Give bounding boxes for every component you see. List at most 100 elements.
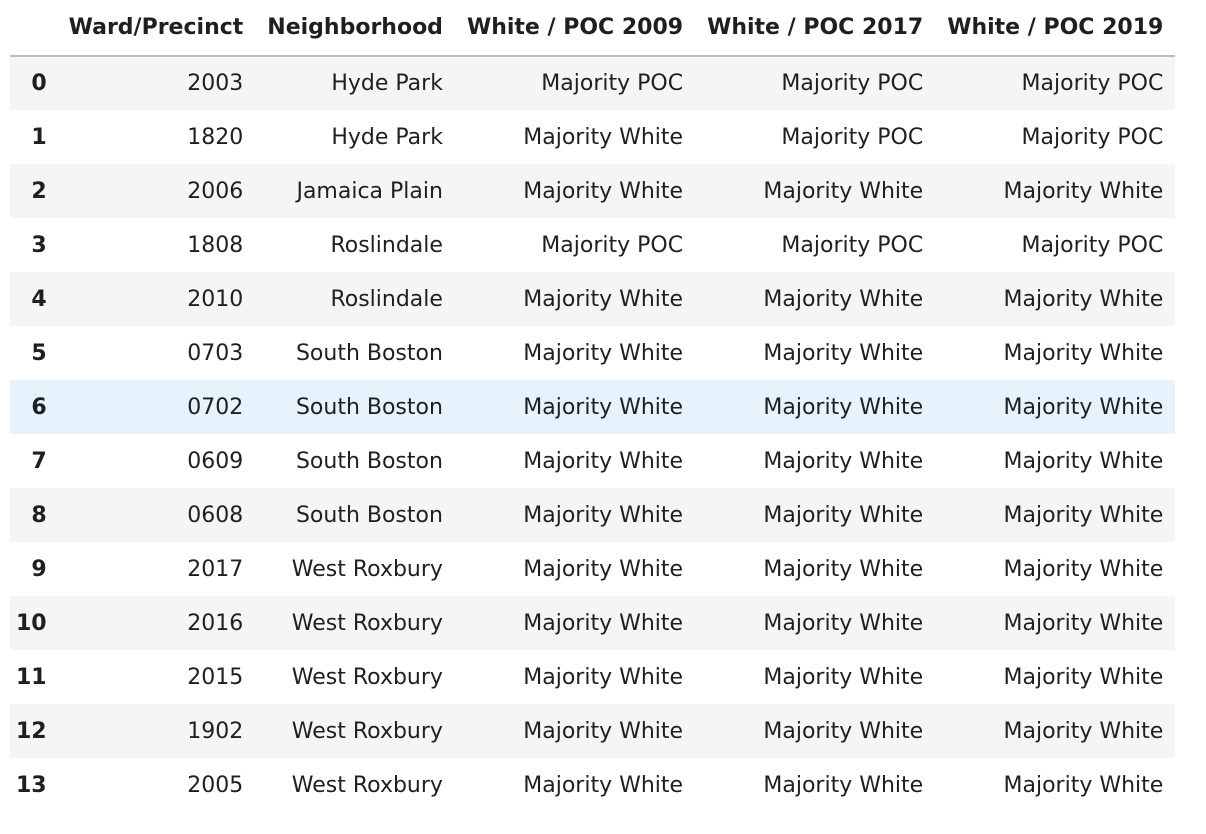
white-poc-2009-cell: Majority White (523, 394, 684, 420)
ward-precinct-cell: 0608 (187, 502, 244, 528)
neighborhood-cell: South Boston (295, 340, 443, 366)
white-poc-2019-cell: Majority White (1003, 556, 1164, 582)
white-poc-2019-cell: Majority White (1003, 340, 1164, 366)
white-poc-2017-cell: Majority White (763, 556, 924, 582)
neighborhood-cell: South Boston (295, 502, 443, 528)
ward-precinct-cell: 2017 (187, 556, 244, 582)
header-row: Ward/Precinct Neighborhood White / POC 2… (10, 0, 1176, 57)
ward-precinct-cell: 2015 (187, 664, 244, 690)
neighborhood-cell: West Roxbury (291, 718, 443, 744)
white-poc-2017-cell: Majority POC (781, 232, 924, 258)
white-poc-2019-cell: Majority White (1003, 772, 1164, 798)
white-poc-2017-cell: Majority White (763, 772, 924, 798)
white-poc-2019-cell: Majority POC (1021, 124, 1164, 150)
row-index: 3 (31, 232, 47, 258)
white-poc-2019-cell: Majority White (1003, 502, 1164, 528)
row-index: 12 (16, 718, 47, 744)
white-poc-2009-cell: Majority White (523, 772, 684, 798)
white-poc-2019-cell: Majority White (1003, 448, 1164, 474)
column-header-neighborhood: Neighborhood (255, 0, 455, 57)
table-row: 13 2005 West Roxbury Majority White Majority… (10, 758, 1176, 812)
white-poc-2017-cell: Majority White (763, 340, 924, 366)
white-poc-2009-cell: Majority White (523, 124, 684, 150)
white-poc-2009-cell: Majority White (523, 286, 684, 312)
row-index: 1 (31, 124, 47, 150)
white-poc-2017-cell: Majority POC (781, 124, 924, 150)
white-poc-2009-cell: Majority White (523, 448, 684, 474)
column-header-white-poc-2019: White / POC 2019 (935, 0, 1176, 57)
table-body: 0 2003 Hyde Park Majority POC Majority POC Ma… (10, 56, 1176, 812)
ward-precinct-cell: 2003 (187, 71, 244, 96)
white-poc-2009-cell: Majority White (523, 718, 684, 744)
white-poc-2019-cell: Majority White (1003, 718, 1164, 744)
table-row: 4 2010 Roslindale Majority White Majority Wh… (10, 272, 1176, 326)
neighborhood-cell: Jamaica Plain (296, 178, 443, 204)
neighborhood-cell: Hyde Park (331, 71, 443, 96)
white-poc-2009-cell: Majority White (523, 178, 684, 204)
white-poc-2019-cell: Majority POC (1021, 71, 1164, 96)
neighborhood-cell: West Roxbury (291, 556, 443, 582)
white-poc-2017-cell: Majority White (763, 448, 924, 474)
table-row: 2 2006 Jamaica Plain Majority White Majority… (10, 164, 1176, 218)
ward-precinct-cell: 0609 (187, 448, 244, 474)
white-poc-2019-cell: Majority White (1003, 394, 1164, 420)
index-header (10, 0, 57, 57)
row-index: 8 (31, 502, 47, 528)
ward-precinct-cell: 1820 (187, 124, 244, 150)
column-header-ward-precinct: Ward/Precinct (56, 0, 256, 57)
white-poc-2019-cell: Majority White (1003, 286, 1164, 312)
white-poc-2009-cell: Majority POC (541, 232, 684, 258)
row-index: 11 (16, 664, 47, 690)
white-poc-2009-cell: Majority White (523, 664, 684, 690)
white-poc-2009-cell: Majority White (523, 556, 684, 582)
table-row: 5 0703 South Boston Majority White Majority … (10, 326, 1176, 380)
table-header: Ward/Precinct Neighborhood White / POC 2… (10, 0, 1176, 57)
white-poc-2017-cell: Majority White (763, 664, 924, 690)
neighborhood-cell: West Roxbury (291, 664, 443, 690)
neighborhood-cell: West Roxbury (291, 772, 443, 798)
row-index: 2 (31, 178, 47, 204)
table-row: 8 0608 South Boston Majority White Majority … (10, 488, 1176, 542)
white-poc-2009-cell: Majority White (523, 340, 684, 366)
white-poc-2019-cell: Majority POC (1021, 232, 1164, 258)
table-row: 3 1808 Roslindale Majority POC Majority POC M… (10, 218, 1176, 272)
neighborhood-cell: Roslindale (330, 286, 443, 312)
row-index: 5 (31, 340, 47, 366)
row-index: 6 (31, 394, 47, 420)
table-row: 12 1902 West Roxbury Majority White Majority… (10, 704, 1176, 758)
white-poc-2009-cell: Majority White (523, 502, 684, 528)
dataframe-table: Ward/Precinct Neighborhood White / POC 2… (10, 0, 1176, 812)
neighborhood-cell: South Boston (295, 448, 443, 474)
table-row: 0 2003 Hyde Park Majority POC Majority POC Ma… (10, 56, 1176, 110)
table-row: 7 0609 South Boston Majority White Majority … (10, 434, 1176, 488)
ward-precinct-cell: 2016 (187, 610, 244, 636)
ward-precinct-cell: 2005 (187, 772, 244, 798)
white-poc-2017-cell: Majority POC (781, 71, 924, 96)
table-row: 9 2017 West Roxbury Majority White Majority … (10, 542, 1176, 596)
table-row: 10 2016 West Roxbury Majority White Majority… (10, 596, 1176, 650)
neighborhood-cell: Roslindale (330, 232, 443, 258)
white-poc-2017-cell: Majority White (763, 394, 924, 420)
white-poc-2009-cell: Majority POC (541, 71, 684, 96)
white-poc-2017-cell: Majority White (763, 178, 924, 204)
row-index: 13 (16, 772, 47, 798)
column-header-white-poc-2017: White / POC 2017 (695, 0, 936, 57)
ward-precinct-cell: 1902 (187, 718, 244, 744)
ward-precinct-cell: 0703 (187, 340, 244, 366)
row-index: 9 (31, 556, 47, 582)
table-row: 6 0702 South Boston Majority White Majority … (10, 380, 1176, 434)
white-poc-2017-cell: Majority White (763, 718, 924, 744)
white-poc-2019-cell: Majority White (1003, 610, 1164, 636)
row-index: 10 (16, 610, 47, 636)
table-row: 11 2015 West Roxbury Majority White Majority… (10, 650, 1176, 704)
white-poc-2017-cell: Majority White (763, 286, 924, 312)
row-index: 7 (31, 448, 47, 474)
neighborhood-cell: South Boston (295, 394, 443, 420)
white-poc-2009-cell: Majority White (523, 610, 684, 636)
ward-precinct-cell: 2006 (187, 178, 244, 204)
row-index: 4 (31, 286, 47, 312)
table-row: 1 1820 Hyde Park Majority White Majority POC… (10, 110, 1176, 164)
neighborhood-cell: Hyde Park (331, 124, 443, 150)
neighborhood-cell: West Roxbury (291, 610, 443, 636)
ward-precinct-cell: 1808 (187, 232, 244, 258)
